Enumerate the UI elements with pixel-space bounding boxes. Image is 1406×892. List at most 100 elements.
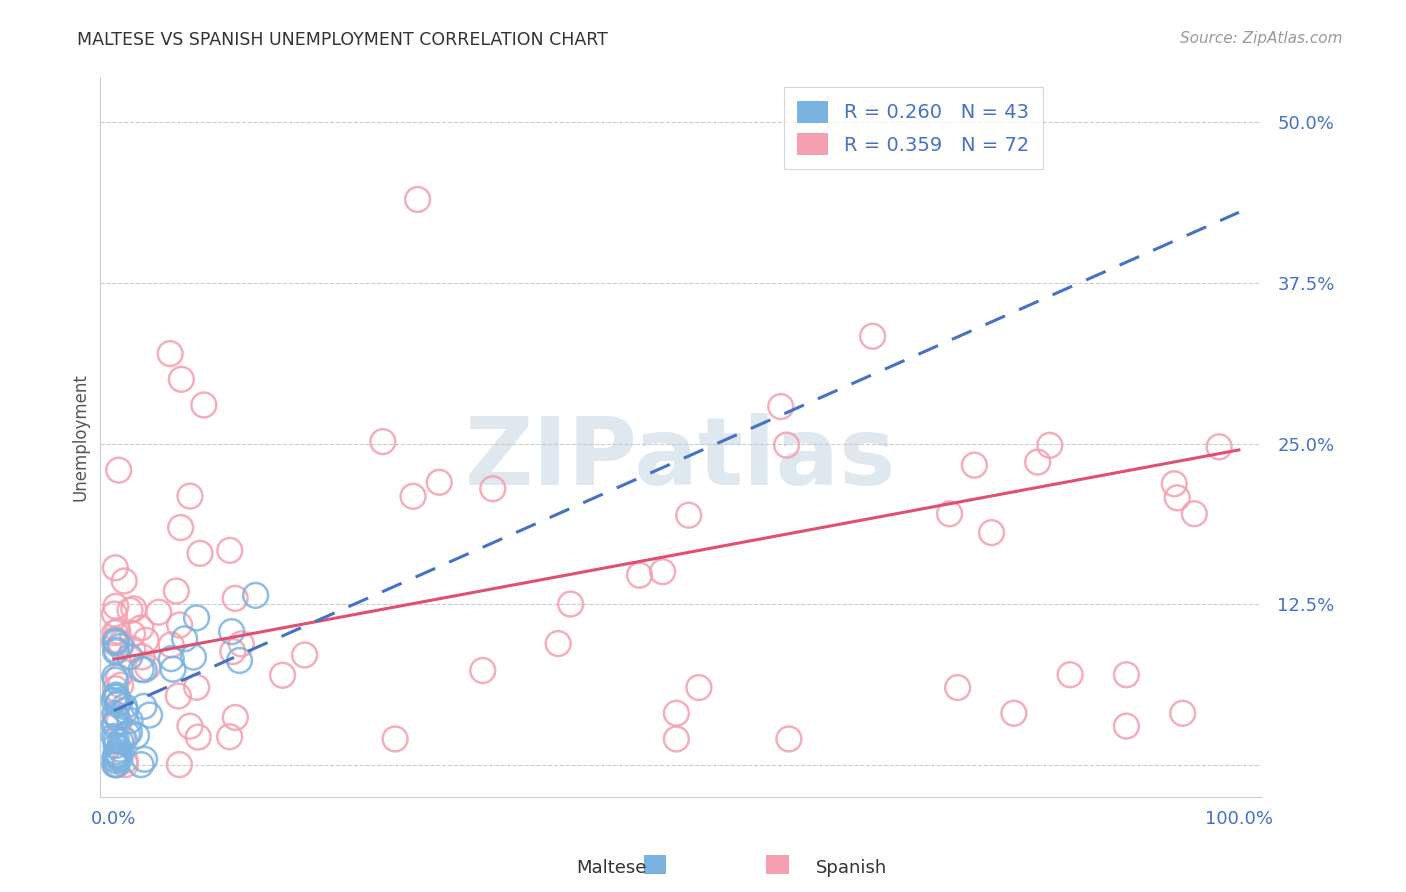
Point [862, 329, 884, 343]
Point [104, 634, 127, 648]
Point [688, 681, 710, 695]
Point [107, 698, 129, 712]
Legend: R = 0.260   N = 43, R = 0.359   N = 72: R = 0.260 N = 43, R = 0.359 N = 72 [783, 87, 1043, 169]
Point [218, 543, 240, 558]
Point [121, 642, 143, 657]
Point [193, 398, 215, 412]
Point [125, 729, 148, 743]
Point [108, 714, 131, 729]
Text: ZIPatlas: ZIPatlas [465, 413, 897, 505]
Point [104, 708, 127, 723]
Point [129, 757, 152, 772]
Y-axis label: Unemployment: Unemployment [72, 373, 89, 501]
Point [114, 757, 136, 772]
Point [114, 704, 136, 718]
Point [105, 711, 128, 725]
Point [104, 645, 127, 659]
Point [105, 739, 128, 753]
Point [775, 438, 797, 452]
Point [160, 651, 183, 665]
Point [114, 699, 136, 714]
Point [117, 727, 139, 741]
Point [118, 714, 141, 728]
Point [108, 742, 131, 756]
Point [651, 565, 673, 579]
Point [104, 715, 127, 730]
Point [165, 584, 187, 599]
Point [122, 602, 145, 616]
Point [104, 751, 127, 765]
Point [108, 751, 131, 765]
Point [105, 754, 128, 768]
Point [110, 640, 132, 654]
Point [103, 730, 125, 744]
Point [547, 636, 569, 650]
Point [384, 731, 406, 746]
Point [105, 747, 128, 762]
Point [132, 699, 155, 714]
Point [769, 400, 792, 414]
Point [1026, 455, 1049, 469]
Point [105, 688, 128, 702]
Point [129, 621, 152, 635]
Point [107, 670, 129, 684]
Point [224, 591, 246, 606]
Point [134, 663, 156, 677]
Point [471, 664, 494, 678]
Point [105, 731, 128, 746]
Point [628, 568, 651, 582]
Point [160, 638, 183, 652]
Point [104, 757, 127, 772]
Point [104, 757, 127, 772]
Point [1208, 440, 1230, 454]
Point [186, 611, 208, 625]
Point [169, 618, 191, 632]
Point [105, 643, 128, 657]
Point [371, 434, 394, 449]
Point [946, 681, 969, 695]
Point [1059, 667, 1081, 681]
Point [118, 725, 141, 739]
Point [294, 648, 316, 662]
Point [1182, 507, 1205, 521]
Point [118, 603, 141, 617]
Point [105, 757, 128, 772]
Point [134, 752, 156, 766]
Point [1166, 491, 1188, 505]
Point [980, 525, 1002, 540]
Point [560, 597, 582, 611]
Point [159, 346, 181, 360]
Point [104, 681, 127, 696]
Point [170, 372, 193, 386]
Point [1171, 706, 1194, 721]
Point [121, 627, 143, 641]
Point [170, 520, 193, 534]
Point [1115, 719, 1137, 733]
Point [1039, 438, 1062, 452]
Point [105, 745, 128, 759]
Point [963, 458, 986, 472]
Point [402, 489, 425, 503]
Point [179, 719, 201, 733]
Point [481, 482, 503, 496]
Point [221, 624, 243, 639]
Point [427, 475, 450, 490]
Text: Spanish: Spanish [815, 859, 887, 877]
Point [103, 607, 125, 621]
Point [183, 650, 205, 665]
Point [1115, 667, 1137, 681]
Point [218, 730, 240, 744]
Point [173, 632, 195, 646]
Point [187, 730, 209, 744]
Point [111, 731, 134, 745]
Point [112, 574, 135, 588]
Point [110, 678, 132, 692]
Point [224, 710, 246, 724]
Point [105, 757, 128, 772]
Point [104, 632, 127, 647]
Point [778, 731, 800, 746]
Point [110, 636, 132, 650]
Text: Source: ZipAtlas.com: Source: ZipAtlas.com [1180, 31, 1343, 46]
Point [104, 625, 127, 640]
Point [118, 649, 141, 664]
